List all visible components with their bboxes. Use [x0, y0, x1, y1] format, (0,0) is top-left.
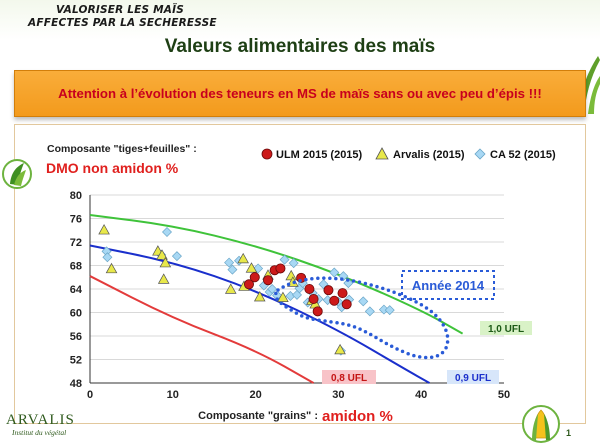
arvalis-point: [156, 249, 168, 260]
ufl-10-label: 1,0 UFL: [488, 324, 524, 335]
x-tick-label: 0: [87, 389, 93, 401]
ufl-10-label-bg: [480, 321, 532, 335]
page-number: 1: [566, 428, 572, 438]
header-band: [0, 0, 600, 40]
handwritten-title-line1: VALORISER LES MAÏS: [56, 4, 184, 16]
legend-label-arvalis: Arvalis (2015): [393, 149, 465, 161]
ca52-point: [364, 306, 375, 317]
logo-brand: ARVALIS: [6, 412, 75, 428]
legend: ULM 2015 (2015) Arvalis (2015) CA 52 (20…: [261, 147, 556, 161]
arvalis-point: [245, 262, 258, 273]
ufl-08-label: 0,8 UFL: [331, 373, 367, 384]
arvalis-point: [253, 291, 266, 302]
y-tick-label: 68: [70, 261, 82, 273]
y-axis-label-main: DMO non amidon %: [46, 160, 179, 176]
ca52-point: [384, 305, 395, 316]
arvalis-point: [98, 224, 110, 235]
ca52-point: [279, 254, 290, 265]
x-axis-label-main: amidon %: [322, 408, 393, 425]
arvalis-point: [285, 269, 298, 281]
arvalis-point: [224, 283, 237, 294]
y-axis-label-prefix: Composante "tiges+feuilles" :: [47, 143, 197, 155]
annee-2014-label: Année 2014: [412, 278, 485, 293]
y-tick-label: 76: [70, 214, 82, 226]
y-tick-label: 80: [70, 190, 82, 202]
ca52-point: [267, 284, 278, 294]
ca52-point: [171, 251, 182, 262]
ulm-point: [323, 285, 334, 296]
leaf-icon: [2, 159, 32, 189]
legend-marker-arvalis: [375, 147, 389, 160]
ca52-point: [253, 263, 264, 274]
y-tick-label: 64: [70, 284, 83, 296]
x-tick-label: 40: [415, 389, 427, 401]
ca52-point: [288, 258, 299, 269]
x-tick-label: 10: [167, 389, 179, 401]
ca52-point: [224, 257, 235, 268]
ulm-point: [329, 295, 340, 306]
handwritten-title-line2: AFFECTES PAR LA SECHERESSE: [28, 17, 217, 29]
ulm-point: [312, 306, 323, 317]
x-axis-label-prefix: Composante "grains" :: [198, 410, 318, 422]
ulm-point: [304, 283, 315, 294]
y-tick-label: 56: [70, 331, 82, 343]
ufl-10-curve: [89, 213, 464, 335]
ufl-09-curve: [89, 244, 430, 384]
x-tick-label: 20: [249, 389, 261, 401]
arvalis-point: [105, 262, 118, 274]
y-tick-label: 60: [70, 308, 82, 320]
ulm-point: [243, 279, 254, 290]
y-tick-label: 48: [70, 378, 82, 390]
arvalis-point: [334, 343, 346, 355]
ulm-point: [249, 272, 260, 283]
annee-2014-dotted-ellipse: [274, 276, 450, 360]
ca52-point: [343, 278, 354, 289]
ufl-08-label-bg: [322, 370, 376, 384]
legend-marker-ca52: [474, 148, 486, 160]
ca52-point: [358, 296, 369, 307]
ulm-point: [337, 288, 348, 299]
ulm-point: [275, 263, 286, 274]
legend-label-ca52: CA 52 (2015): [490, 149, 556, 161]
arvalis-logo: ARVALIS Institut du végétal: [6, 412, 75, 438]
ca52-point: [162, 227, 172, 238]
arvalis-point: [157, 273, 170, 284]
ufl-08-curve: [89, 275, 315, 384]
corn-cob-icon: [522, 405, 560, 443]
ca52-point: [227, 264, 238, 275]
logo-subtitle: Institut du végétal: [12, 428, 67, 437]
alert-banner: Attention à l’évolution des teneurs en M…: [14, 70, 586, 117]
ulm-point: [341, 299, 352, 310]
arvalis-point: [277, 291, 289, 302]
slide-title: Valeurs alimentaires des maïs: [164, 36, 436, 57]
ulm-point: [308, 293, 319, 304]
ufl-09-label: 0,9 UFL: [455, 373, 491, 384]
alert-text: Attention à l’évolution des teneurs en M…: [58, 86, 542, 101]
x-tick-label: 50: [498, 389, 510, 401]
handwritten-title: VALORISER LES MAÏS AFFECTES PAR LA SECHE…: [28, 4, 217, 30]
ca52-point: [329, 267, 340, 278]
legend-label-ulm: ULM 2015 (2015): [276, 149, 363, 161]
legend-marker-ulm: [261, 148, 273, 160]
y-tick-label: 72: [70, 237, 82, 249]
ulm-point: [263, 275, 274, 286]
y-tick-label: 52: [70, 355, 82, 367]
ca52-point: [102, 252, 113, 263]
ufl-09-label-bg: [447, 370, 499, 384]
arvalis-point: [237, 252, 249, 264]
x-tick-label: 30: [332, 389, 344, 401]
arvalis-point: [159, 256, 172, 268]
